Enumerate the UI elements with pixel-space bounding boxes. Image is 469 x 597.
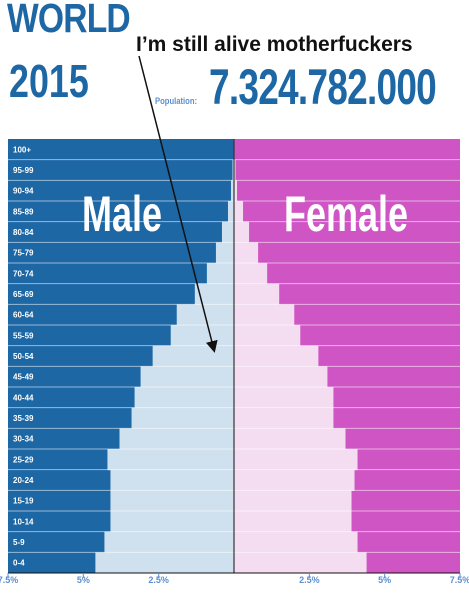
female-bar-55-59 bbox=[234, 325, 301, 347]
female-bar-10-14 bbox=[234, 511, 352, 533]
female-bar-60-64 bbox=[234, 304, 295, 326]
female-bar-25-29 bbox=[234, 449, 358, 471]
x-tick-label: 5% bbox=[378, 575, 391, 585]
region-title: WORLD bbox=[7, 0, 131, 41]
age-group-label: 55-59 bbox=[13, 331, 34, 340]
female-bar-30-34 bbox=[234, 428, 346, 450]
age-group-label: 65-69 bbox=[13, 290, 34, 299]
age-group-label: 20-24 bbox=[13, 476, 34, 485]
year-title: 2015 bbox=[9, 55, 89, 107]
female-bar-65-69 bbox=[234, 283, 280, 305]
female-bar-40-44 bbox=[234, 387, 334, 409]
male-bar-65-69 bbox=[194, 283, 234, 305]
age-group-label: 15-19 bbox=[13, 497, 34, 506]
female-bar-90-94 bbox=[234, 180, 238, 202]
female-bar-20-24 bbox=[234, 469, 355, 491]
age-group-label: 25-29 bbox=[13, 455, 34, 464]
age-group-label: 0-4 bbox=[13, 559, 25, 568]
male-bar-70-74 bbox=[206, 263, 234, 285]
male-bar-0-4 bbox=[95, 552, 235, 574]
age-group-label: 85-89 bbox=[13, 207, 34, 216]
male-bar-75-79 bbox=[215, 242, 234, 264]
annotation-text: I’m still alive motherfuckers bbox=[136, 33, 413, 56]
male-bar-80-84 bbox=[221, 221, 234, 243]
male-bar-15-19 bbox=[110, 490, 234, 512]
male-bar-25-29 bbox=[107, 449, 234, 471]
male-bar-10-14 bbox=[110, 511, 234, 533]
female-bar-0-4 bbox=[234, 552, 367, 574]
age-group-label: 40-44 bbox=[13, 393, 34, 402]
age-group-label: 50-54 bbox=[13, 352, 34, 361]
male-bar-95-99 bbox=[232, 159, 234, 181]
female-bar-80-84 bbox=[234, 221, 250, 243]
age-group-label: 60-64 bbox=[13, 311, 34, 320]
age-group-label: 100+ bbox=[13, 145, 31, 154]
male-bar-5-9 bbox=[104, 531, 234, 553]
female-bar-15-19 bbox=[234, 490, 352, 512]
female-bar-35-39 bbox=[234, 407, 334, 429]
age-group-label: 10-14 bbox=[13, 517, 34, 526]
female-bar-70-74 bbox=[234, 263, 268, 285]
female-bar-75-79 bbox=[234, 242, 259, 264]
age-group-label: 95-99 bbox=[13, 166, 34, 175]
population-label: Population: bbox=[155, 96, 198, 106]
male-bar-45-49 bbox=[140, 366, 234, 388]
female-bar-5-9 bbox=[234, 531, 358, 553]
age-group-label: 5-9 bbox=[13, 538, 25, 547]
male-panel-label: Male bbox=[82, 187, 162, 242]
male-bar-85-89 bbox=[227, 201, 234, 223]
x-tick-label: 7.5% bbox=[450, 575, 469, 585]
population-value: 7.324.782.000 bbox=[209, 59, 437, 115]
annotation-arrow bbox=[138, 55, 218, 353]
age-group-label: 80-84 bbox=[13, 228, 34, 237]
age-group-label: 70-74 bbox=[13, 269, 34, 278]
age-group-label: 45-49 bbox=[13, 373, 34, 382]
age-group-label: 30-34 bbox=[13, 435, 34, 444]
female-bar-85-89 bbox=[234, 201, 244, 223]
male-bar-20-24 bbox=[110, 469, 234, 491]
age-group-label: 35-39 bbox=[13, 414, 34, 423]
male-bar-40-44 bbox=[134, 387, 234, 409]
male-bar-30-34 bbox=[119, 428, 234, 450]
male-bar-90-94 bbox=[230, 180, 234, 202]
male-bar-35-39 bbox=[131, 407, 234, 429]
female-bar-45-49 bbox=[234, 366, 328, 388]
male-bar-50-54 bbox=[152, 345, 234, 367]
female-bar-50-54 bbox=[234, 345, 319, 367]
age-group-label: 90-94 bbox=[13, 187, 34, 196]
x-tick-label: 2.5% bbox=[148, 575, 169, 585]
x-tick-label: 2.5% bbox=[299, 575, 320, 585]
age-group-label: 75-79 bbox=[13, 249, 34, 258]
male-bar-55-59 bbox=[170, 325, 234, 347]
x-tick-label: 5% bbox=[77, 575, 90, 585]
female-panel-label: Female bbox=[284, 187, 408, 242]
female-bar-95-99 bbox=[234, 159, 236, 181]
x-tick-label: 7.5% bbox=[0, 575, 18, 585]
